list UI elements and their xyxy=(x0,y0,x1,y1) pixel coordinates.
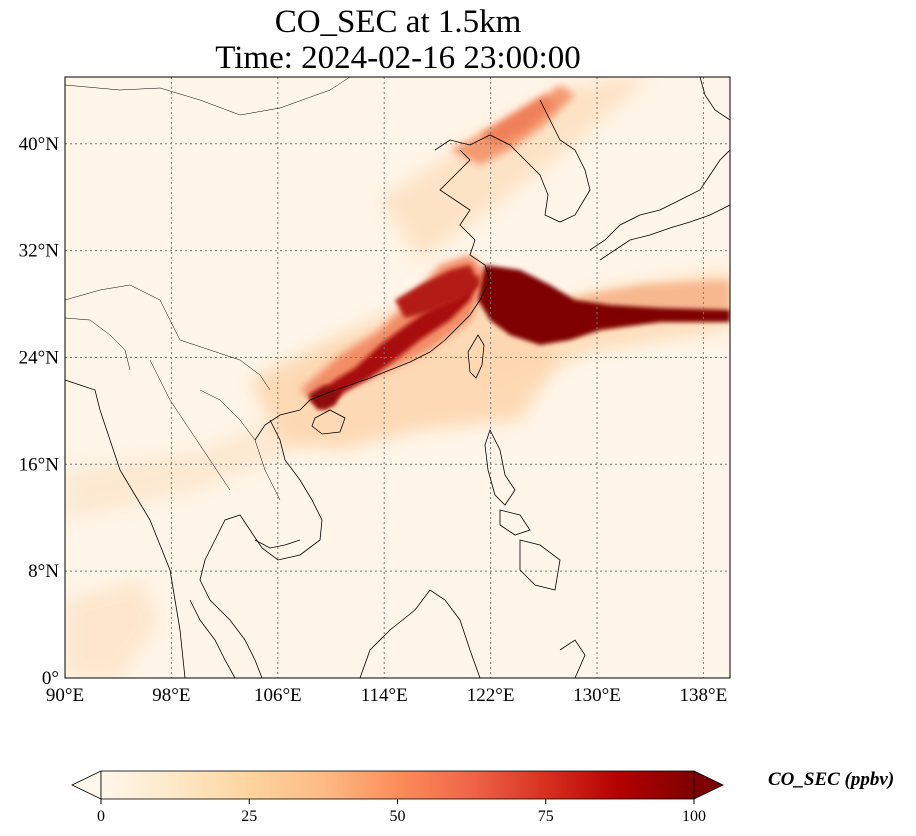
map-figure: 90°E 98°E 106°E 114°E 122°E 130°E 138°E 0° 8°N 1… xyxy=(19,76,731,706)
latitude-tick-label: 0° xyxy=(42,668,59,689)
latitude-tick-label: 24°N xyxy=(19,347,60,368)
colorbar-label: CO_SEC (ppbv) xyxy=(768,769,895,790)
coast-japan-kyushu-honshu xyxy=(589,149,730,251)
title-time: Time: 2024-02-16 23:00:00 xyxy=(215,40,581,76)
colorbar-gradient xyxy=(100,770,695,800)
coast-visayas xyxy=(499,509,531,536)
map-title: CO_SEC at 1.5km Time: 2024-02-16 23:00:0… xyxy=(0,4,796,76)
latitude-tick-label: 32°N xyxy=(19,241,60,262)
coast-korea xyxy=(539,99,591,223)
border-russia-china xyxy=(65,77,351,116)
longitude-tick-label: 130°E xyxy=(573,685,621,706)
coast-malay xyxy=(189,599,236,678)
latitude-ticks: 0° 8°N 16°N 24°N 32°N 40°N xyxy=(19,134,60,689)
border-india xyxy=(65,317,131,371)
plume-core-inland xyxy=(395,265,480,318)
border-myanmar-thai xyxy=(149,359,231,491)
plume-haze-west xyxy=(65,400,320,520)
plume-haze-southchina xyxy=(250,300,560,450)
longitude-tick-label: 122°E xyxy=(467,685,515,706)
latitude-tick-label: 40°N xyxy=(19,134,60,155)
coastlines xyxy=(65,77,730,678)
coast-hainan xyxy=(311,409,346,435)
colorbar-tick-label: 0 xyxy=(97,808,105,825)
coast-sulawesi xyxy=(559,639,586,678)
colorbar-tick-label: 50 xyxy=(390,808,406,825)
longitude-tick-label: 90°E xyxy=(46,685,84,706)
borders xyxy=(65,77,351,501)
coast-japan-south xyxy=(599,204,730,261)
latitude-tick-label: 8°N xyxy=(28,561,59,582)
colorbar-extend-min xyxy=(71,770,102,800)
coast-bohai xyxy=(434,134,541,176)
coast-luzon xyxy=(484,428,516,506)
coast-mindanao xyxy=(519,539,561,591)
coast-china-east xyxy=(254,149,491,441)
border-china-south xyxy=(65,284,271,391)
plume-haze-north xyxy=(380,77,650,260)
border-laos xyxy=(199,389,281,501)
title-variable: CO_SEC at 1.5km xyxy=(274,4,522,40)
colorbar-tick-label: 25 xyxy=(241,808,257,825)
longitude-tick-label: 98°E xyxy=(152,685,190,706)
plume-haze-southwest xyxy=(65,580,160,678)
plume-core-dark xyxy=(488,280,585,338)
co-concentration-field xyxy=(65,77,730,678)
colorbar-ticks: 0 25 50 75 100 xyxy=(97,799,706,825)
plume-northeast xyxy=(480,95,555,145)
map-frame xyxy=(64,76,731,679)
coast-japan-north xyxy=(699,77,730,121)
coast-taiwan xyxy=(467,334,485,379)
latitude-tick-label: 16°N xyxy=(19,454,60,475)
coast-vietnam-delta xyxy=(254,539,301,549)
longitude-tick-label: 138°E xyxy=(680,685,728,706)
colorbar-tick-label: 100 xyxy=(682,808,706,825)
longitude-tick-label: 106°E xyxy=(254,685,302,706)
coast-indochina xyxy=(199,419,323,678)
colorbar-tick-label: 75 xyxy=(538,808,554,825)
coast-borneo xyxy=(359,589,481,678)
longitude-tick-label: 114°E xyxy=(361,685,408,706)
coast-myanmar xyxy=(65,379,186,678)
longitude-ticks: 90°E 98°E 106°E 114°E 122°E 130°E 138°E xyxy=(46,685,727,706)
colorbar-extend-max xyxy=(693,770,724,800)
